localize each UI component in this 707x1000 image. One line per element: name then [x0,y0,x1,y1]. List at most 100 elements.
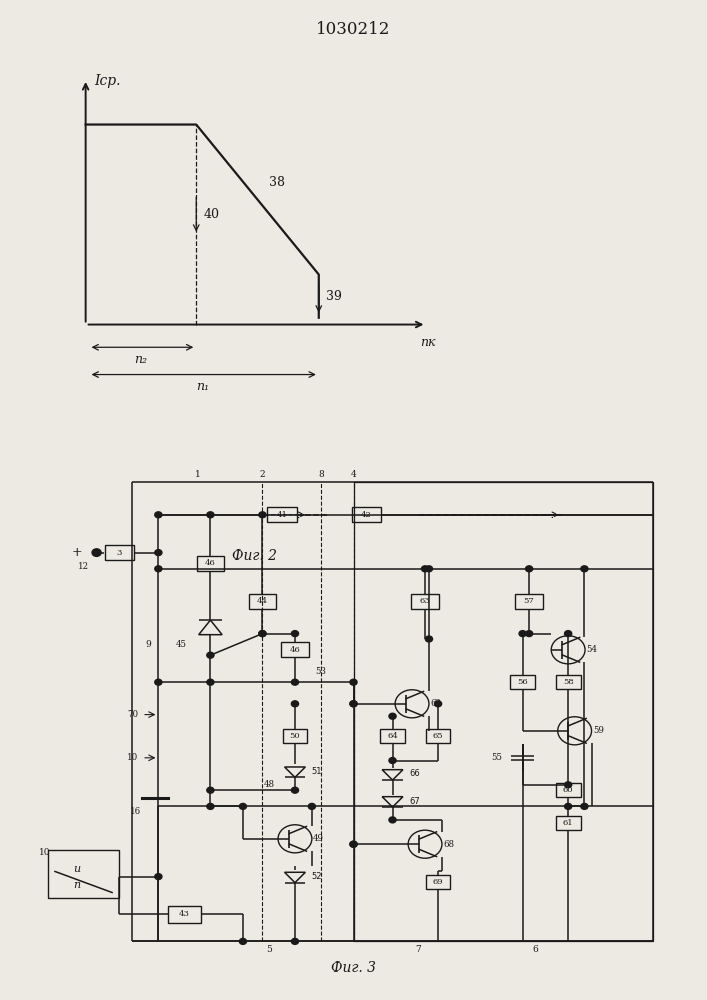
Text: 5: 5 [266,945,272,954]
Bar [352,507,381,522]
Circle shape [408,830,442,858]
Text: 44: 44 [257,597,268,605]
Text: 41: 41 [276,511,287,519]
Text: 1: 1 [194,470,200,479]
Text: Фиг. 2: Фиг. 2 [232,549,277,563]
Circle shape [291,679,298,685]
Bar [267,507,297,522]
Text: 58: 58 [563,678,573,686]
Text: 42: 42 [361,511,372,519]
Circle shape [207,679,214,685]
Circle shape [259,631,266,637]
Circle shape [435,701,442,707]
Circle shape [389,758,396,763]
Bar [48,850,119,898]
Text: 56: 56 [518,678,528,686]
Circle shape [278,825,312,853]
Text: пк: пк [421,336,436,349]
Bar [168,906,201,923]
Text: 69: 69 [433,878,443,886]
Circle shape [259,512,266,518]
Text: +: + [71,546,83,559]
Circle shape [350,679,357,685]
Text: 68: 68 [443,840,455,849]
Text: 10: 10 [39,848,50,857]
Text: 9: 9 [146,640,151,649]
Circle shape [525,566,532,572]
Text: 57: 57 [524,597,534,605]
Circle shape [207,652,214,658]
Circle shape [421,566,428,572]
Circle shape [291,701,298,707]
Text: n: n [74,880,81,890]
Text: 1030212: 1030212 [316,21,391,38]
Bar [556,675,580,689]
Text: 60: 60 [563,786,573,794]
Bar [283,729,308,743]
Text: 65: 65 [433,732,443,740]
Text: 45: 45 [175,640,187,649]
Circle shape [207,512,214,518]
Text: Icp.: Icp. [95,74,121,88]
Bar [515,594,543,609]
Circle shape [155,512,162,518]
Circle shape [92,549,101,556]
Text: 53: 53 [315,667,327,676]
Circle shape [525,631,532,637]
Text: 51: 51 [312,767,322,776]
Bar [556,783,580,797]
Bar [426,875,450,889]
Text: 64: 64 [387,732,398,740]
Text: 2: 2 [259,470,265,479]
Circle shape [308,803,315,809]
Text: 55: 55 [491,753,502,762]
Bar [249,594,276,609]
Text: 38: 38 [269,176,286,189]
Bar [197,556,224,571]
Text: 66: 66 [409,770,420,778]
Circle shape [581,803,588,809]
Text: 7: 7 [416,945,421,954]
Text: 61: 61 [563,819,573,827]
Circle shape [155,550,162,556]
Bar [281,642,309,657]
Circle shape [155,679,162,685]
Bar [354,482,653,941]
Circle shape [155,566,162,572]
Circle shape [395,690,429,718]
Bar [556,816,580,830]
Text: п₁: п₁ [196,380,209,393]
Text: 49: 49 [313,834,325,843]
Circle shape [259,631,266,637]
Circle shape [426,566,433,572]
Circle shape [551,636,585,664]
Circle shape [291,631,298,637]
Bar [510,675,535,689]
Circle shape [426,636,433,642]
Text: Фиг. 3: Фиг. 3 [331,961,376,975]
Text: 10: 10 [127,753,138,762]
Text: 52: 52 [312,872,322,881]
Text: п₂: п₂ [134,353,148,366]
Text: u: u [74,863,81,874]
Circle shape [207,803,214,809]
Circle shape [565,803,572,809]
Circle shape [389,713,396,719]
Circle shape [350,841,357,847]
Text: 40: 40 [204,208,220,221]
Circle shape [565,782,572,788]
Circle shape [350,701,357,707]
Circle shape [350,701,357,707]
Circle shape [350,841,357,847]
Text: 16: 16 [130,807,141,816]
Text: 50: 50 [290,732,300,740]
Circle shape [155,874,162,880]
Bar [105,545,134,560]
Text: 62: 62 [431,699,441,708]
Text: 12: 12 [78,562,89,571]
Text: 54: 54 [586,645,597,654]
Circle shape [240,803,247,809]
Text: 46: 46 [205,559,216,567]
Text: 48: 48 [264,780,274,789]
Text: 39: 39 [326,290,342,303]
